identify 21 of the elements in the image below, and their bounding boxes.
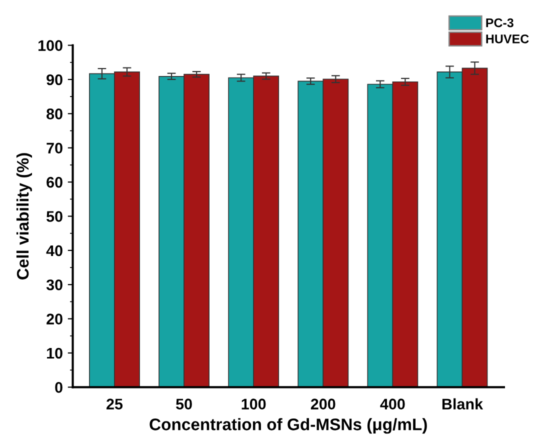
- x-axis-title: Concentration of Gd-MSNs (μg/mL): [150, 418, 427, 434]
- y-tick-label: 50: [46, 211, 62, 222]
- y-tick-label: 100: [38, 40, 62, 51]
- y-axis-title: Cell viability (%): [16, 153, 32, 280]
- y-tick-label: 30: [46, 279, 62, 290]
- x-tick-label: Blank: [442, 398, 484, 410]
- y-tick-label: 70: [46, 142, 62, 154]
- legend-label: PC-3: [486, 18, 514, 28]
- y-tick-label: 20: [46, 314, 62, 324]
- y-tick-label: 40: [46, 245, 62, 256]
- x-tick-label: 50: [176, 398, 192, 410]
- y-tick-label: 0: [55, 382, 62, 393]
- y-tick-label: 10: [47, 348, 62, 359]
- x-tick-label: 100: [242, 398, 266, 410]
- x-tick-label: 400: [380, 398, 405, 410]
- y-tick-label: 60: [46, 176, 62, 188]
- legend-label: HUVEC: [486, 34, 529, 44]
- x-tick-label: 25: [106, 398, 123, 410]
- x-tick-label: 200: [310, 398, 336, 410]
- y-tick-label: 80: [46, 108, 62, 120]
- y-tick-label: 90: [46, 74, 62, 86]
